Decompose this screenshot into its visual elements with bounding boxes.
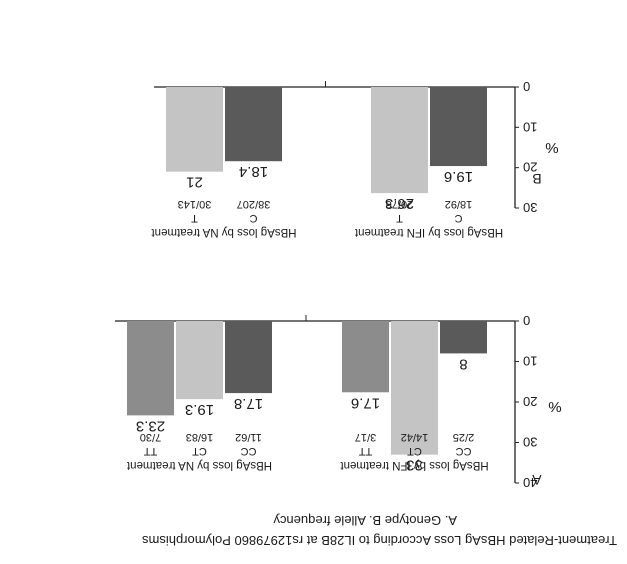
count-label: 20/76: [386, 198, 414, 210]
count-label: 14/42: [401, 431, 429, 443]
y-tick-label: 40: [523, 475, 537, 490]
count-label: 16/83: [186, 431, 214, 443]
chart-panel-a: 0 10 20 30 40A% HBsAg loss by IFN treatment 8 C…: [115, 313, 562, 490]
group-title: HBsAg loss by IFN treatment: [354, 226, 503, 238]
bar-value-label: 21: [186, 174, 203, 191]
category-label: CC: [241, 445, 257, 457]
y-axis-label: %: [545, 139, 558, 156]
category-label: CT: [192, 445, 207, 457]
y-tick-label: 0: [523, 79, 530, 94]
bar-value-label: 17.8: [234, 395, 263, 412]
bar: [225, 87, 282, 162]
bar: [127, 321, 174, 416]
bar: [166, 87, 223, 172]
y-tick-label: 30: [523, 435, 537, 450]
category-label: C: [454, 212, 462, 224]
y-tick-label: 10: [523, 119, 537, 134]
y-tick-label: 20: [523, 394, 537, 409]
count-label: 18/92: [445, 198, 473, 210]
category-label: CT: [407, 445, 422, 457]
bar: [391, 321, 438, 455]
bar-value-label: 17.6: [351, 394, 380, 411]
category-label: T: [396, 212, 403, 224]
bar: [225, 321, 272, 394]
panel-label: A: [532, 472, 542, 488]
bar-value-label: 33: [406, 457, 423, 474]
bar: [176, 321, 223, 400]
bar-value-label: 26.3: [385, 195, 414, 212]
chart-panels: 0 10 20 30 40A% HBsAg loss by IFN treatment 8 C…: [115, 79, 562, 490]
y-tick-label: 30: [523, 200, 537, 215]
panel-label: B: [532, 171, 541, 187]
y-tick-label: 0: [523, 313, 530, 328]
figure-rotated-stage: Treatment-Related HBsAg Loss According t…: [115, 79, 617, 548]
category-label: TT: [144, 445, 158, 457]
figure-subtitle: A. Genotype B. Allele frequency: [273, 513, 457, 528]
figure-title: Treatment-Related HBsAg Loss According t…: [142, 533, 617, 548]
group-title: HBsAg loss by NA treatment: [151, 226, 297, 238]
bar: [430, 87, 487, 167]
bar-value-label: 19.6: [444, 168, 473, 185]
category-label: C: [249, 212, 257, 224]
count-label: 11/62: [235, 431, 262, 443]
bar: [440, 321, 487, 354]
count-label: 30/143: [178, 198, 212, 210]
bar: [371, 87, 428, 194]
bar-value-label: 23.3: [136, 417, 165, 434]
group-title: HBsAg loss by IFN treatment: [340, 459, 489, 471]
y-axis-label: %: [548, 398, 561, 415]
bar-value-label: 8: [459, 355, 467, 372]
category-label: CC: [456, 445, 472, 457]
bar-value-label: 19.3: [185, 401, 214, 418]
chart-panel-b: 0 10 20 30 B% HBsAg loss by IFN treatment 19.6…: [151, 79, 559, 238]
category-label: T: [191, 212, 198, 224]
count-label: 38/207: [237, 198, 271, 210]
count-label: 2/25: [453, 431, 474, 443]
count-label: 3/17: [355, 431, 376, 443]
y-tick-label: 10: [523, 354, 537, 369]
group-title: HBsAg loss by NA treatment: [126, 459, 272, 471]
bar-value-label: 18.4: [239, 163, 268, 180]
count-label: 7/30: [140, 431, 161, 443]
bar: [342, 321, 389, 393]
category-label: TT: [359, 445, 373, 457]
y-tick-label: 20: [523, 160, 537, 175]
